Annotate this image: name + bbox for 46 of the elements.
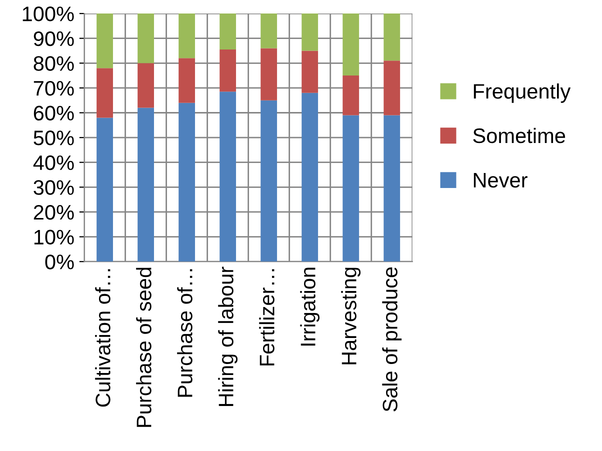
x-tick-label: Purchase of seed: [136, 268, 152, 427]
x-tick-label: Sale of produce: [382, 267, 402, 412]
y-tick-label: 10%: [34, 230, 74, 245]
bar: [178, 102, 196, 262]
legend-label: Sometime: [473, 128, 566, 144]
bar: [260, 14, 278, 48]
y-tick-label: 50%: [34, 130, 74, 146]
y-tick-label: 30%: [34, 180, 74, 195]
bar: [342, 115, 360, 262]
y-tick-label: 90%: [34, 31, 74, 46]
bar: [220, 92, 236, 262]
x-tick-label: Harvesting: [341, 268, 361, 364]
y-tick-label: 80%: [34, 56, 74, 71]
bar: [302, 14, 318, 51]
y-tick-label: 40%: [33, 155, 74, 170]
bar: [96, 118, 113, 262]
bar: [342, 76, 360, 116]
bar: [220, 14, 236, 50]
bar: [96, 68, 113, 118]
legend-label: Never: [474, 173, 528, 188]
y-tick-label: 0%: [45, 254, 74, 270]
x-tick-label: Fertilizer…: [259, 269, 274, 366]
bar: [384, 60, 400, 116]
x-tick-label: Hiring of labour: [218, 266, 238, 406]
bar: [384, 14, 400, 61]
bar: [220, 49, 236, 92]
y-tick-label: 20%: [34, 204, 74, 220]
x-tick-label: Irrigation: [300, 268, 320, 346]
bar: [138, 108, 154, 262]
legend-label: Frequently: [474, 83, 571, 103]
x-tick-label: Purchase of…: [177, 269, 192, 397]
bar: [138, 63, 154, 108]
bar: [302, 50, 318, 93]
x-tick-label: Cultivation of…: [95, 269, 110, 407]
y-tick-label: 100%: [22, 6, 74, 22]
y-tick-label: 70%: [34, 80, 74, 96]
y-tick-label: 60%: [34, 106, 74, 121]
bar: [302, 92, 318, 262]
bar: [178, 14, 196, 58]
bar: [96, 14, 113, 68]
bar: [260, 100, 278, 262]
bar: [138, 14, 154, 64]
bar: [384, 115, 400, 262]
bar: [342, 14, 360, 76]
bar: [260, 48, 278, 100]
bar: [178, 58, 196, 103]
